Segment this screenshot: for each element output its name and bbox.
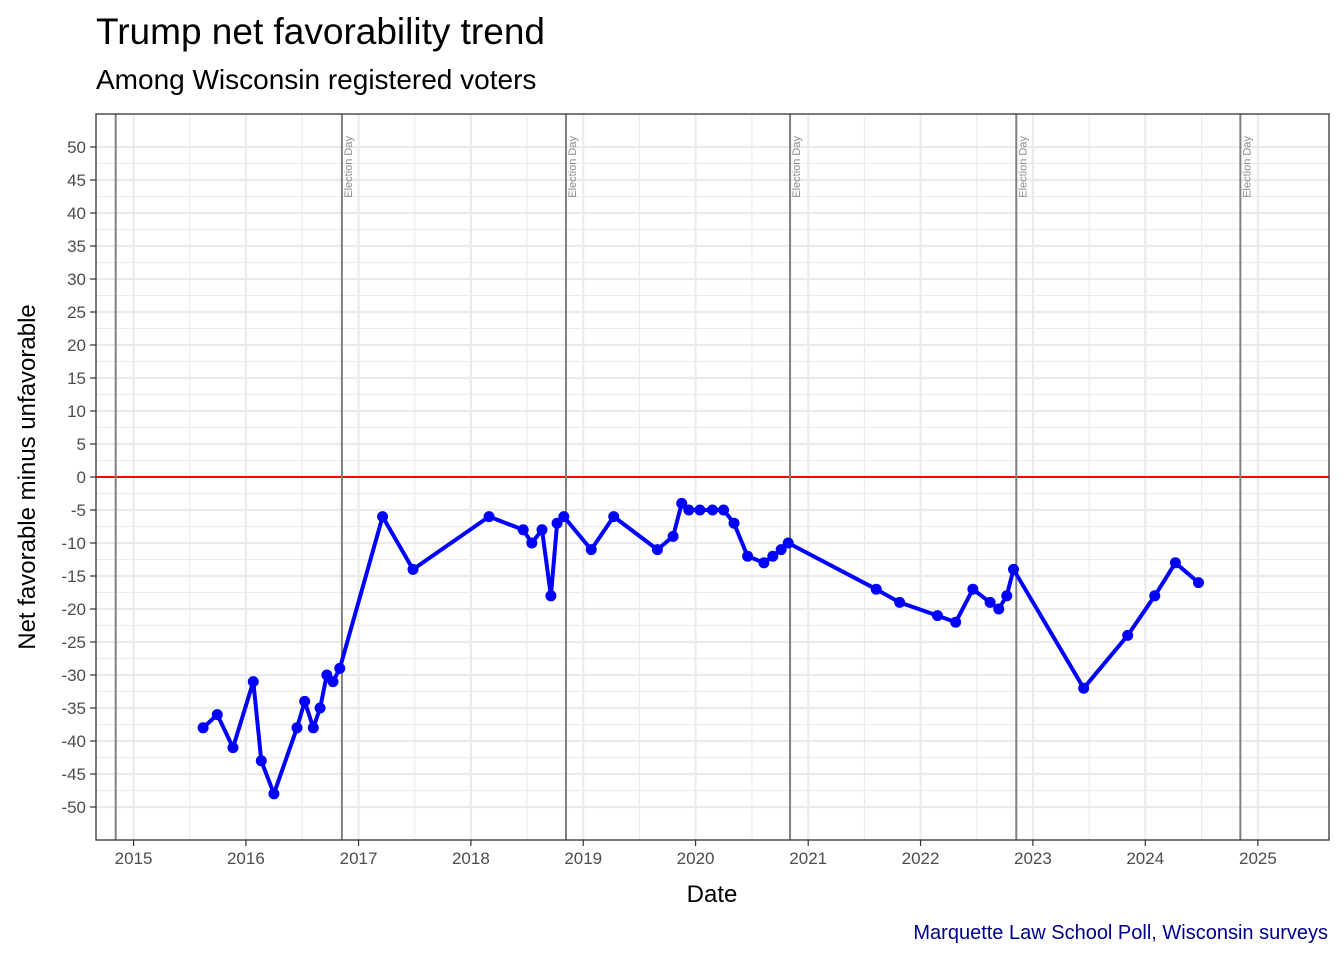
y-axis: -50-45-40-35-30-25-20-15-10-505101520253… — [61, 138, 96, 817]
data-point — [718, 504, 730, 516]
chart-title: Trump net favorability trend — [96, 11, 545, 52]
x-tick-label: 2024 — [1126, 849, 1164, 868]
y-tick-label: 0 — [77, 468, 86, 487]
data-point — [551, 517, 563, 529]
x-axis-title: Date — [687, 881, 738, 908]
y-axis-title: Net favorable minus unfavorable — [14, 304, 41, 650]
y-tick-label: 15 — [67, 369, 86, 388]
data-point — [870, 583, 882, 595]
data-point — [767, 550, 779, 562]
data-point — [742, 550, 754, 562]
y-tick-label: 10 — [67, 402, 86, 421]
data-point — [1192, 577, 1204, 589]
data-point — [197, 722, 209, 734]
y-tick-label: -40 — [61, 732, 86, 751]
data-point — [758, 557, 770, 569]
data-point — [1008, 563, 1020, 575]
data-point — [327, 676, 339, 688]
data-point — [307, 722, 319, 734]
x-tick-label: 2020 — [677, 849, 715, 868]
data-point — [667, 530, 679, 542]
election-day-label: Election Day — [791, 136, 803, 198]
x-tick-label: 2019 — [564, 849, 602, 868]
data-point — [1149, 590, 1161, 602]
data-point — [694, 504, 706, 516]
y-tick-label: 30 — [67, 270, 86, 289]
x-tick-label: 2022 — [902, 849, 940, 868]
y-tick-label: -50 — [61, 798, 86, 817]
data-point — [585, 544, 597, 556]
election-day-lines: Election Day Election Day Election Day Elec… — [114, 114, 1253, 840]
data-point — [608, 511, 620, 523]
data-point — [247, 676, 259, 688]
x-tick-label: 2018 — [452, 849, 490, 868]
data-point — [1001, 590, 1013, 602]
y-tick-label: 35 — [67, 237, 86, 256]
y-tick-label: 20 — [67, 336, 86, 355]
x-tick-label: 2016 — [227, 849, 265, 868]
data-point — [291, 722, 303, 734]
y-tick-label: -20 — [61, 600, 86, 619]
data-point — [299, 695, 311, 707]
data-point — [676, 497, 688, 509]
y-tick-label: 45 — [67, 171, 86, 190]
data-point — [314, 702, 326, 714]
y-tick-label: 50 — [67, 138, 86, 157]
y-tick-label: -30 — [61, 666, 86, 685]
data-point — [1169, 557, 1181, 569]
y-tick-label: -5 — [71, 501, 86, 520]
data-point — [728, 517, 740, 529]
data-point — [894, 596, 906, 608]
data-point — [211, 709, 223, 721]
chart-subtitle: Among Wisconsin registered voters — [96, 64, 537, 95]
y-tick-label: -15 — [61, 567, 86, 586]
x-tick-label: 2025 — [1239, 849, 1277, 868]
data-point — [707, 504, 718, 516]
y-tick-label: -25 — [61, 633, 86, 652]
data-point — [377, 511, 389, 523]
data-point — [775, 544, 787, 556]
data-point — [782, 537, 794, 549]
data-point — [683, 504, 695, 516]
y-tick-label: -45 — [61, 765, 86, 784]
data-point — [255, 755, 267, 767]
x-tick-label: 2015 — [115, 849, 153, 868]
y-tick-label: 40 — [67, 204, 86, 223]
data-point — [1078, 682, 1090, 694]
election-day-label: Election Day — [1017, 136, 1029, 198]
data-point — [407, 563, 419, 575]
election-day-label: Election Day — [343, 136, 355, 198]
y-tick-label: -10 — [61, 534, 86, 553]
data-point — [984, 596, 996, 608]
data-point — [526, 537, 538, 549]
chart-caption: Marquette Law School Poll, Wisconsin sur… — [913, 922, 1328, 944]
x-tick-label: 2017 — [340, 849, 378, 868]
data-point — [545, 590, 557, 602]
data-point — [227, 742, 239, 754]
minor-gridlines — [96, 114, 1329, 840]
x-tick-label: 2021 — [789, 849, 827, 868]
data-point — [1122, 629, 1134, 641]
series-layer — [197, 497, 1204, 800]
data-point — [517, 524, 529, 536]
data-point — [931, 610, 943, 622]
x-axis: 2015 2016 2017 2018 2019 2020 2021 2022 2023 2024… — [115, 840, 1277, 868]
y-tick-label: -35 — [61, 699, 86, 718]
data-point — [536, 524, 548, 536]
data-point — [950, 616, 962, 628]
data-point — [334, 662, 346, 674]
election-day-label: Election Day — [1241, 136, 1253, 198]
y-tick-label: 25 — [67, 303, 86, 322]
y-tick-label: 5 — [77, 435, 86, 454]
x-tick-label: 2023 — [1014, 849, 1052, 868]
election-day-label: Election Day — [567, 136, 579, 198]
data-point — [268, 788, 280, 800]
data-point — [651, 544, 663, 556]
data-point — [993, 603, 1005, 615]
data-point — [483, 511, 495, 523]
data-point — [967, 583, 979, 595]
data-point — [558, 511, 570, 523]
